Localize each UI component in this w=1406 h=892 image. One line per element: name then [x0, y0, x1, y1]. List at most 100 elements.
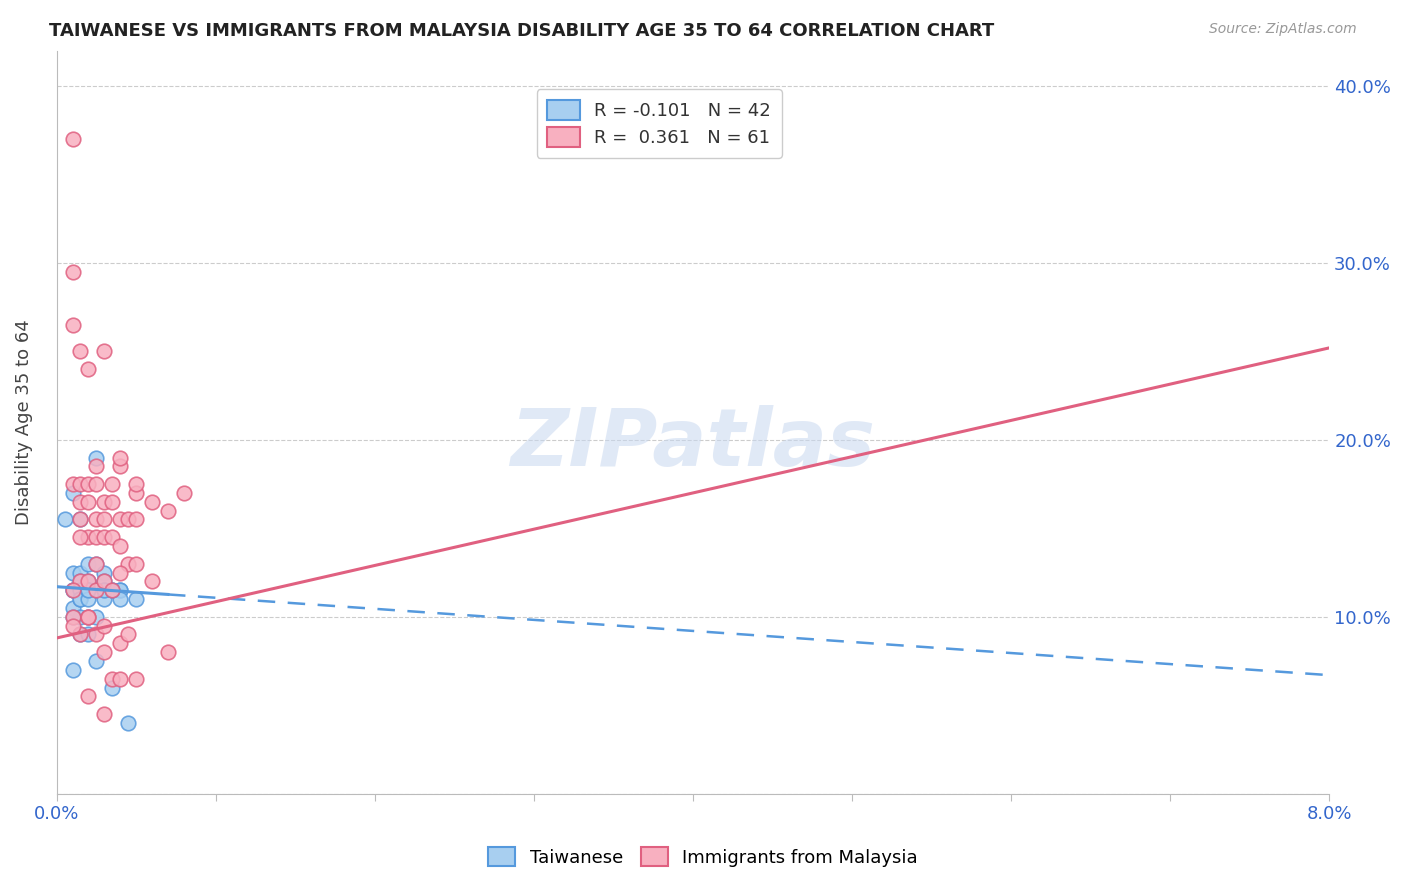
Point	[77, 592, 100, 607]
Point	[110, 583, 132, 598]
Point	[53, 512, 76, 526]
Point	[125, 486, 148, 500]
Point	[77, 477, 100, 491]
Point	[77, 583, 100, 598]
Point	[69, 609, 91, 624]
Point	[69, 477, 91, 491]
Point	[77, 574, 100, 589]
Point	[62, 583, 84, 598]
Point	[77, 609, 100, 624]
Point	[93, 592, 115, 607]
Point	[62, 318, 84, 332]
Text: ZIPatlas: ZIPatlas	[510, 406, 876, 483]
Point	[101, 477, 124, 491]
Point	[93, 344, 115, 359]
Point	[110, 450, 132, 465]
Point	[173, 486, 195, 500]
Point	[86, 477, 108, 491]
Point	[69, 512, 91, 526]
Point	[125, 592, 148, 607]
Point	[110, 459, 132, 474]
Point	[69, 566, 91, 580]
Point	[93, 618, 115, 632]
Point	[77, 690, 100, 704]
Point	[62, 132, 84, 146]
Point	[86, 530, 108, 544]
Point	[62, 265, 84, 279]
Point	[93, 583, 115, 598]
Point	[77, 627, 100, 641]
Point	[110, 512, 132, 526]
Point	[93, 566, 115, 580]
Point	[62, 609, 84, 624]
Legend: R = -0.101   N = 42, R =  0.361   N = 61: R = -0.101 N = 42, R = 0.361 N = 61	[537, 89, 782, 158]
Point	[86, 459, 108, 474]
Point	[93, 645, 115, 659]
Point	[69, 627, 91, 641]
Point	[62, 609, 84, 624]
Point	[77, 530, 100, 544]
Point	[93, 495, 115, 509]
Point	[101, 583, 124, 598]
Point	[69, 574, 91, 589]
Point	[69, 344, 91, 359]
Point	[86, 583, 108, 598]
Point	[125, 512, 148, 526]
Point	[110, 592, 132, 607]
Point	[86, 450, 108, 465]
Point	[117, 557, 139, 571]
Point	[77, 362, 100, 376]
Point	[117, 627, 139, 641]
Point	[156, 645, 179, 659]
Point	[62, 477, 84, 491]
Point	[77, 583, 100, 598]
Point	[93, 530, 115, 544]
Point	[101, 530, 124, 544]
Point	[117, 715, 139, 730]
Point	[86, 512, 108, 526]
Point	[141, 574, 163, 589]
Y-axis label: Disability Age 35 to 64: Disability Age 35 to 64	[15, 319, 32, 525]
Point	[110, 583, 132, 598]
Point	[62, 566, 84, 580]
Point	[69, 583, 91, 598]
Point	[125, 557, 148, 571]
Point	[77, 609, 100, 624]
Point	[125, 672, 148, 686]
Point	[77, 557, 100, 571]
Point	[86, 557, 108, 571]
Point	[62, 486, 84, 500]
Point	[101, 681, 124, 695]
Point	[62, 583, 84, 598]
Point	[69, 512, 91, 526]
Point	[93, 707, 115, 722]
Point	[141, 495, 163, 509]
Point	[77, 583, 100, 598]
Point	[125, 477, 148, 491]
Point	[86, 557, 108, 571]
Point	[110, 636, 132, 650]
Point	[62, 618, 84, 632]
Point	[69, 592, 91, 607]
Point	[93, 574, 115, 589]
Point	[86, 583, 108, 598]
Point	[93, 574, 115, 589]
Point	[86, 627, 108, 641]
Point	[117, 512, 139, 526]
Text: Source: ZipAtlas.com: Source: ZipAtlas.com	[1209, 22, 1357, 37]
Point	[77, 574, 100, 589]
Point	[77, 609, 100, 624]
Point	[93, 512, 115, 526]
Point	[62, 601, 84, 615]
Point	[86, 609, 108, 624]
Point	[77, 495, 100, 509]
Point	[156, 503, 179, 517]
Point	[101, 495, 124, 509]
Point	[62, 583, 84, 598]
Point	[69, 530, 91, 544]
Point	[110, 539, 132, 553]
Point	[69, 574, 91, 589]
Point	[101, 672, 124, 686]
Point	[69, 592, 91, 607]
Point	[110, 566, 132, 580]
